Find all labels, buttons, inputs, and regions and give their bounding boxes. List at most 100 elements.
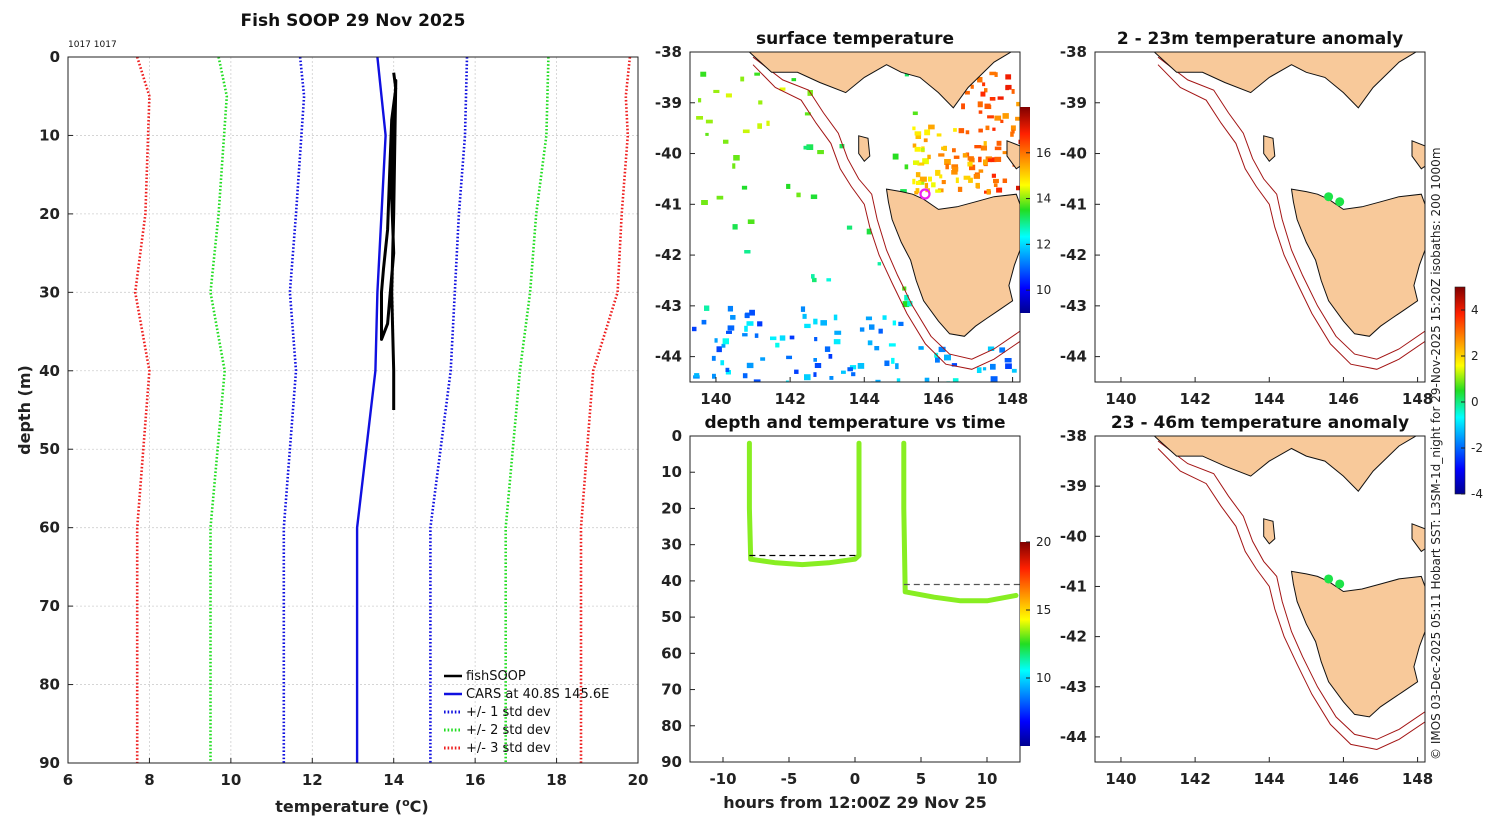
profile-x-tick-label: 16 — [465, 771, 486, 789]
sst-pixel — [866, 228, 872, 235]
sst-pixel — [865, 316, 873, 321]
sst-pixel — [806, 144, 814, 151]
sst-pixel — [992, 127, 996, 131]
sst-pixel — [1005, 84, 1012, 90]
sst-pixel — [716, 195, 724, 200]
anom2-x-tick-label: 148 — [1402, 770, 1433, 788]
sst-pixel — [964, 90, 970, 95]
sst-pixel — [999, 347, 1006, 353]
surface-y-tick-label: -41 — [655, 195, 682, 213]
time-colorbar-tick-label: 10 — [1036, 671, 1051, 685]
sst-pixel — [692, 326, 697, 332]
surface-colorbar-tick-label: 12 — [1036, 237, 1051, 251]
sst-pixel — [779, 87, 786, 91]
anom1-y-tick-label: -43 — [1060, 297, 1087, 315]
profile-y-tick-label: 70 — [39, 597, 60, 615]
time-dive-1 — [746, 440, 862, 568]
anom1-x-tick-label: 144 — [1254, 390, 1285, 408]
profile-y-ticks: 0 10 20 30 40 50 60 70 80 90 — [39, 48, 73, 772]
sst-pixel — [958, 128, 965, 134]
sst-pixel — [939, 174, 943, 179]
legend-entry-label: +/- 2 std dev — [466, 723, 551, 738]
sst-pixel — [1016, 185, 1020, 191]
sst-pixel — [814, 363, 822, 369]
anom2-tasmania — [1290, 570, 1425, 718]
anomaly-colorbar — [1454, 286, 1466, 495]
sst-pixel — [813, 372, 817, 377]
sst-isobath-1000m — [752, 64, 1020, 370]
time-y-tick-label: 70 — [661, 681, 682, 699]
time-x-tick-label: 5 — [916, 770, 926, 788]
sst-pixel — [867, 340, 873, 346]
sst-pixel — [969, 164, 976, 171]
profile-legend: fishSOOP CARS at 40.8S 145.6E +/- 1 std de… — [444, 669, 609, 756]
sst-pixel — [779, 335, 786, 341]
anom1-ticks: -38 -39 -40 -41 -42 -43 -44 140 142 144 146 148 — [1060, 43, 1433, 408]
legend-entry-label: +/- 3 std dev — [466, 741, 551, 756]
sst-pixel — [898, 321, 904, 327]
sst-pixel — [914, 146, 921, 152]
sst-pixel — [985, 125, 990, 131]
surface-title: surface temperature — [756, 29, 954, 49]
sst-pixel — [997, 96, 1004, 100]
profile-grid — [68, 56, 638, 764]
profile-y-label: depth (m) — [15, 365, 34, 455]
sst-pixel — [1011, 89, 1015, 94]
sst-pixel — [1002, 113, 1009, 119]
sst-pixel — [993, 178, 999, 184]
sst-pixel — [968, 177, 973, 183]
anom1-isobath-1000m — [1157, 64, 1425, 370]
sst-pixel — [962, 153, 968, 158]
sst-pixel — [757, 321, 763, 327]
sst-pixel — [963, 175, 971, 180]
sst-pixel — [961, 103, 965, 110]
profile-y-tick-label: 10 — [39, 126, 60, 144]
sst-pixel — [952, 378, 959, 382]
sst-pixel — [747, 219, 755, 224]
profile-series-cars-1-std-dev — [282, 57, 306, 763]
sst-pixel — [794, 369, 799, 374]
sst-pixel — [945, 163, 949, 170]
sst-pixel — [967, 161, 973, 167]
sst-pixel — [917, 162, 925, 166]
sst-pixel — [721, 343, 726, 348]
sst-pixel — [810, 194, 818, 200]
time-y-tick-label: 80 — [661, 717, 682, 735]
sst-pixel — [884, 360, 890, 367]
sst-pixel — [924, 377, 930, 382]
sst-pixel — [916, 180, 922, 185]
surface-y-tick-label: -38 — [655, 43, 682, 61]
anom2-x-tick-label: 140 — [1105, 770, 1136, 788]
sst-pixel — [919, 176, 927, 182]
time-title: depth and temperature vs time — [705, 413, 1006, 433]
sst-pixel — [828, 354, 833, 359]
sst-pixel — [912, 111, 918, 116]
sst-pixel — [928, 176, 932, 182]
sst-pixel — [965, 152, 970, 157]
sst-pixel — [829, 376, 834, 380]
time-dive-2 — [901, 440, 1019, 604]
sst-king-island — [858, 135, 871, 162]
surface-x-tick-label: 146 — [923, 390, 954, 408]
anom2-y-tick-label: -40 — [1060, 527, 1087, 545]
sst-pixel — [760, 357, 766, 361]
sst-pixel — [904, 294, 909, 301]
anom2-axes-frame — [1094, 435, 1426, 763]
sst-pixel — [716, 346, 722, 353]
anom1-isobath-200m — [1157, 56, 1425, 360]
sst-pixel — [705, 119, 713, 124]
sst-pixel — [982, 367, 987, 371]
anom2-x-tick-label: 146 — [1328, 770, 1359, 788]
anom1-x-tick-label: 142 — [1179, 390, 1210, 408]
sst-pixel — [991, 173, 996, 178]
anom2-y-tick-label: -42 — [1060, 628, 1087, 646]
sst-pixel — [953, 128, 957, 132]
surface-x-tick-label: 140 — [700, 390, 731, 408]
sst-pixel — [944, 354, 951, 361]
anom1-y-tick-label: -41 — [1060, 195, 1087, 213]
anom1-map-base — [1153, 52, 1425, 370]
sst-pixel — [976, 367, 982, 374]
sst-pixel — [990, 363, 996, 370]
sst-pixel — [978, 169, 984, 173]
anomaly-colorbar-tick-label: -2 — [1471, 441, 1483, 455]
